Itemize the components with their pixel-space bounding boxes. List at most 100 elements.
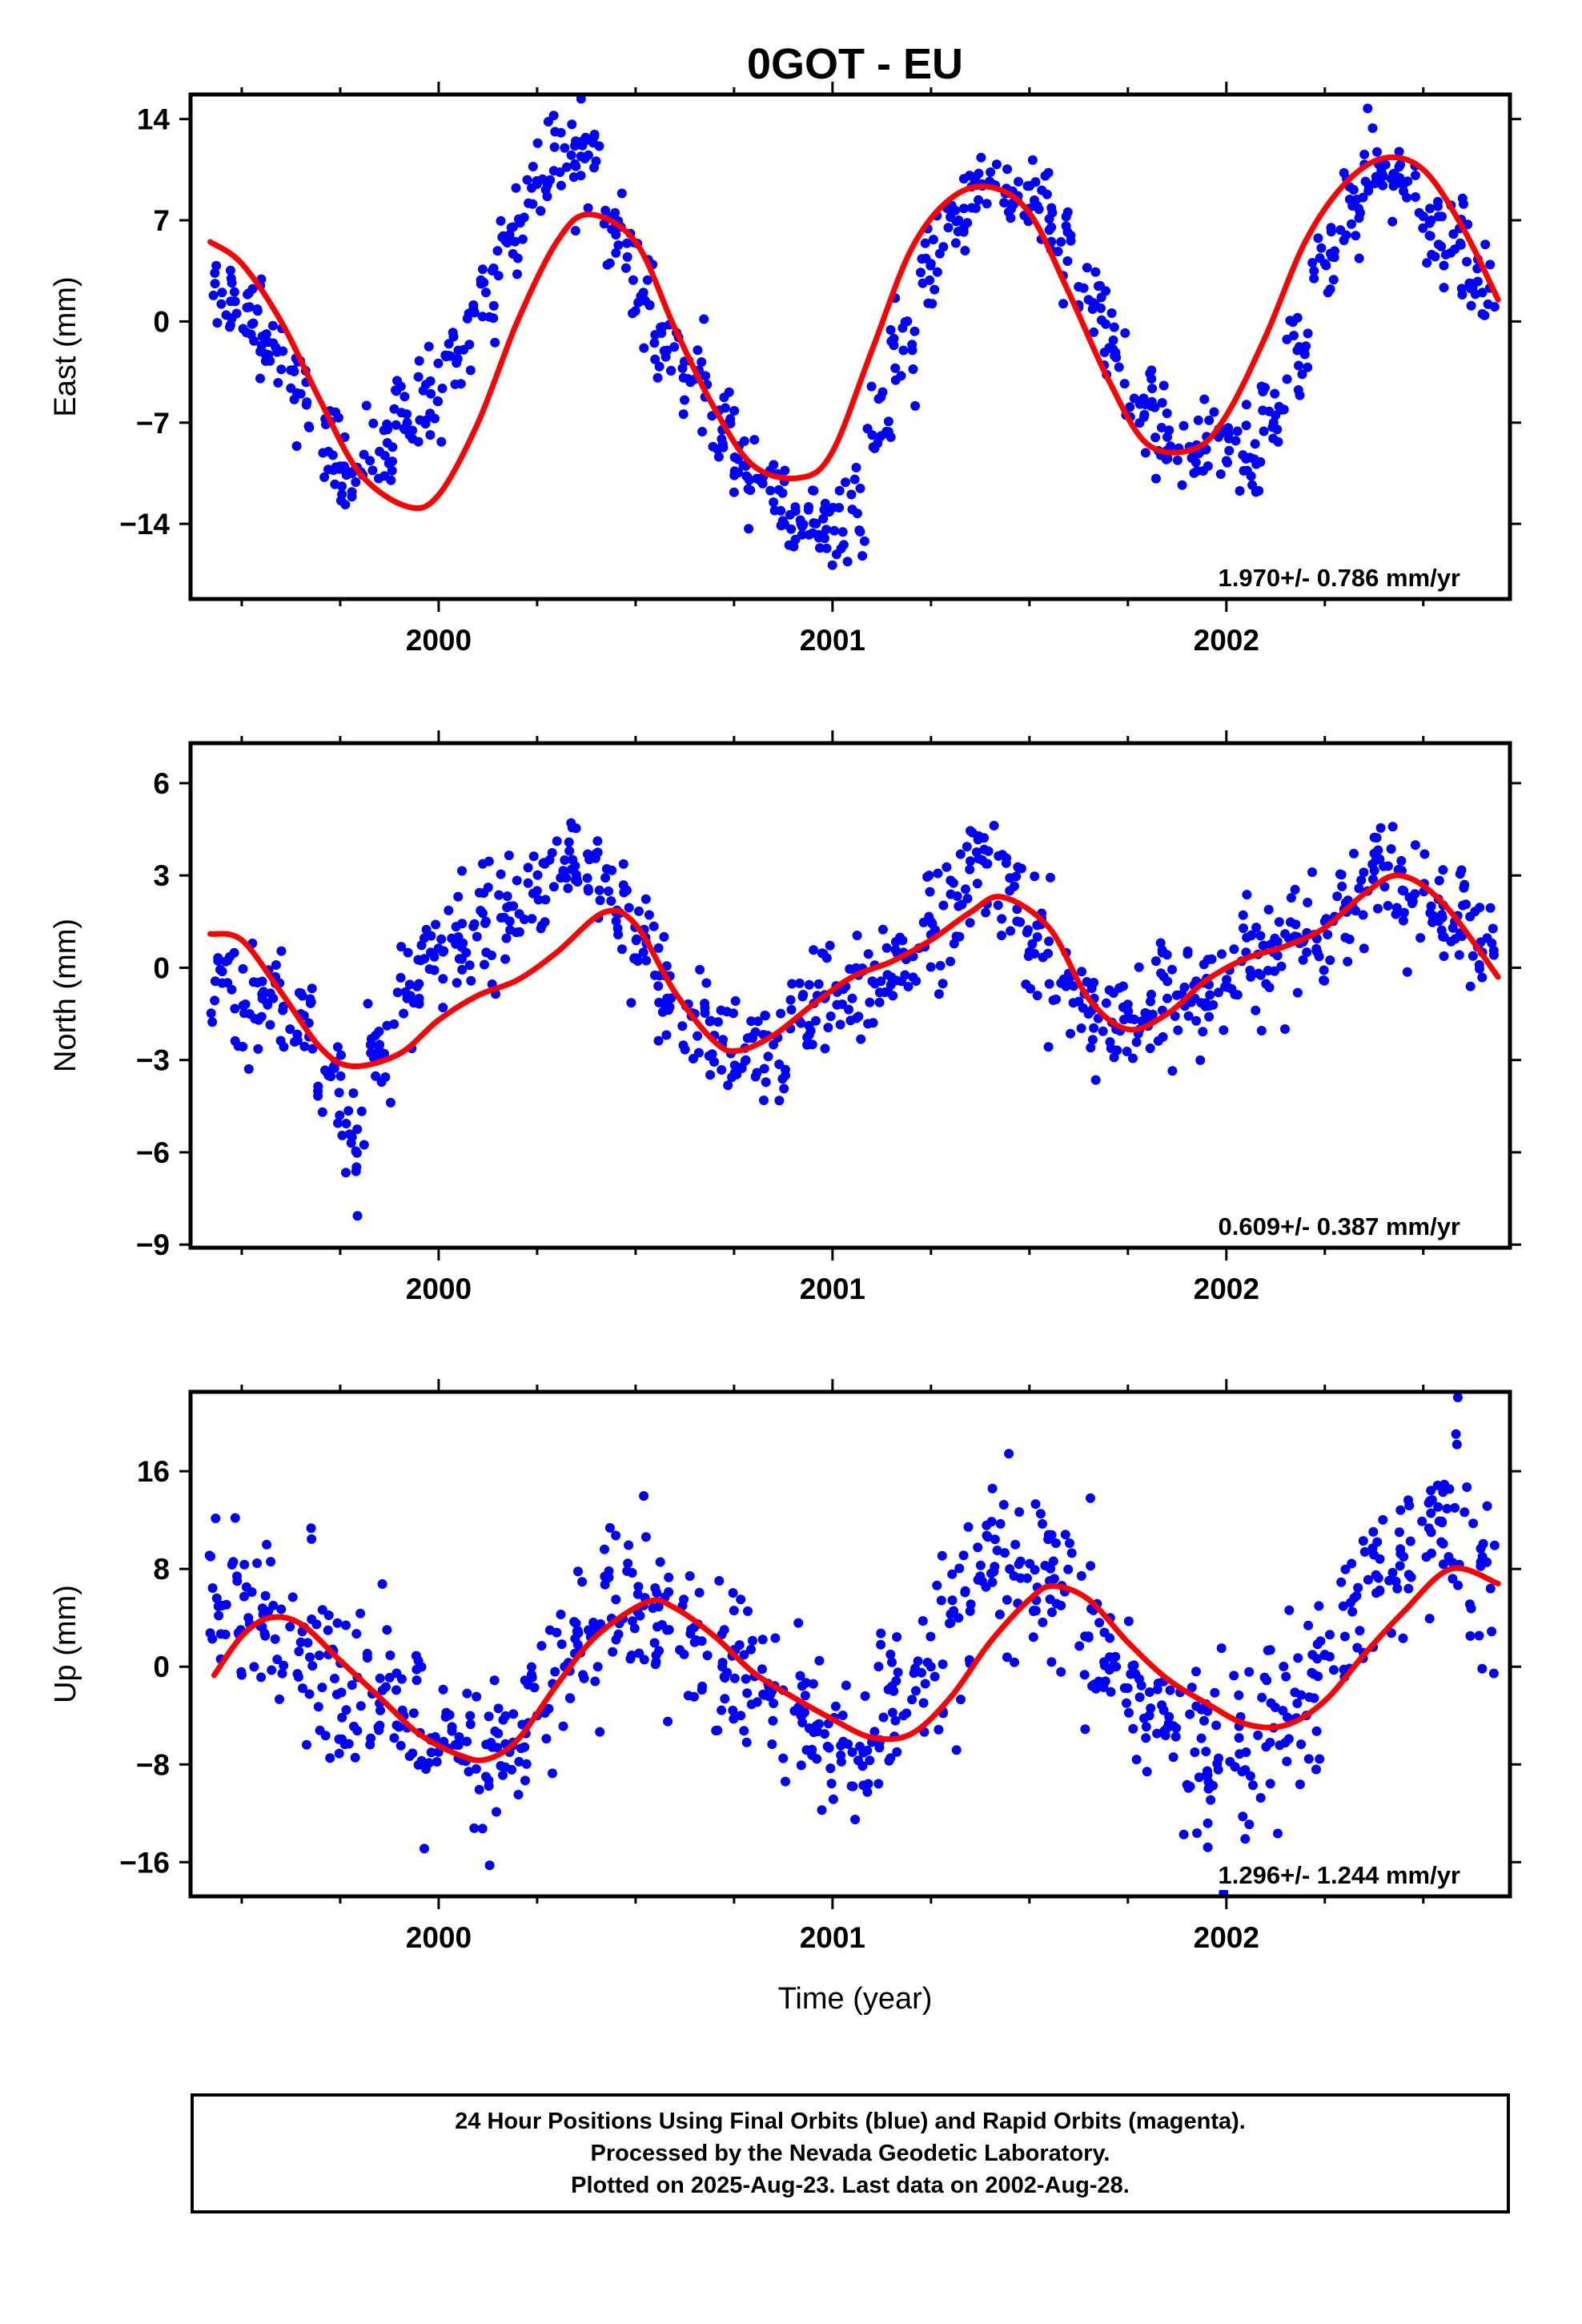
data-point	[811, 1015, 821, 1026]
data-point	[627, 1616, 637, 1626]
data-point	[1280, 1024, 1290, 1034]
data-point	[1080, 1724, 1090, 1735]
data-point	[583, 203, 593, 213]
data-point	[1123, 1006, 1134, 1016]
data-point	[1101, 286, 1111, 296]
data-point	[635, 1610, 645, 1621]
data-point	[476, 906, 486, 915]
data-point	[439, 1736, 449, 1747]
data-point	[1478, 1538, 1488, 1549]
data-point	[247, 283, 258, 294]
data-point	[391, 386, 402, 396]
data-point	[982, 1520, 992, 1530]
data-point	[693, 1031, 703, 1041]
data-point	[626, 998, 636, 1008]
data-point	[917, 1616, 928, 1626]
data-point	[737, 1062, 747, 1072]
data-point	[492, 1743, 503, 1753]
data-point	[508, 1709, 519, 1719]
data-point	[561, 873, 572, 883]
data-point	[661, 352, 671, 362]
data-point	[770, 1633, 781, 1643]
data-point	[881, 943, 892, 953]
data-point	[1170, 1011, 1180, 1021]
data-point	[465, 365, 476, 376]
data-point	[502, 903, 512, 913]
data-point	[488, 263, 499, 273]
data-point	[1063, 1564, 1074, 1574]
data-point	[653, 981, 664, 991]
data-point	[592, 1662, 603, 1672]
data-point	[1422, 258, 1432, 268]
data-point	[1000, 1548, 1010, 1558]
data-point	[356, 1106, 367, 1116]
data-point	[746, 1016, 757, 1027]
data-point	[885, 979, 896, 990]
data-point	[836, 1750, 846, 1760]
data-point	[956, 1695, 966, 1705]
data-point	[519, 212, 529, 223]
data-point	[207, 1017, 218, 1027]
data-point	[966, 1599, 976, 1610]
data-point	[564, 846, 575, 856]
data-point	[238, 963, 248, 974]
data-point	[1108, 344, 1118, 355]
data-point	[885, 1753, 896, 1763]
data-point	[1482, 1501, 1492, 1511]
data-point	[653, 943, 664, 953]
data-point	[527, 183, 536, 193]
data-point	[1459, 883, 1469, 893]
data-point	[845, 964, 855, 974]
data-point	[640, 1532, 651, 1542]
data-point	[887, 1657, 897, 1667]
data-point	[653, 1035, 664, 1046]
data-point	[697, 1681, 708, 1691]
data-point	[355, 1608, 366, 1618]
data-point	[466, 975, 476, 986]
data-point	[259, 1628, 270, 1638]
data-point	[649, 1638, 660, 1648]
up-data-points	[204, 1393, 1500, 1898]
data-point	[298, 1683, 307, 1694]
footer-line-3: Plotted on 2025-Aug-23. Last data on 200…	[571, 2173, 1130, 2198]
data-point	[1354, 253, 1364, 263]
data-point	[1246, 471, 1256, 481]
data-point	[760, 1011, 770, 1020]
data-point	[1260, 383, 1270, 393]
east-rate-label: 1.970+/- 0.786 mm/yr	[1219, 564, 1460, 592]
data-point	[1108, 335, 1118, 345]
data-point	[1315, 1754, 1325, 1764]
data-point	[652, 1588, 662, 1598]
data-point	[1193, 415, 1203, 425]
data-point	[1239, 923, 1248, 934]
data-point	[1379, 882, 1390, 892]
data-point	[468, 300, 479, 310]
data-point	[379, 425, 389, 436]
data-point	[1150, 473, 1161, 484]
data-point	[590, 1676, 600, 1687]
data-point	[897, 976, 906, 987]
data-point	[447, 1726, 457, 1736]
data-point	[249, 1662, 259, 1672]
data-point	[1214, 987, 1223, 998]
data-point	[265, 356, 275, 366]
data-point	[267, 1665, 277, 1675]
data-point	[1452, 1393, 1463, 1402]
data-point	[341, 1168, 351, 1178]
data-point	[392, 987, 403, 998]
data-point	[253, 1043, 263, 1054]
data-point	[352, 1211, 363, 1221]
data-point	[1207, 954, 1217, 964]
data-point	[697, 1636, 707, 1647]
data-point	[979, 833, 990, 843]
data-point	[336, 1687, 347, 1698]
data-point	[937, 1550, 947, 1561]
data-point	[319, 472, 330, 482]
data-point	[838, 540, 849, 550]
data-point	[656, 328, 667, 338]
data-point	[867, 430, 877, 440]
data-point	[992, 1546, 1002, 1555]
data-point	[389, 404, 400, 414]
data-point	[613, 1629, 624, 1639]
data-point	[837, 999, 847, 1009]
